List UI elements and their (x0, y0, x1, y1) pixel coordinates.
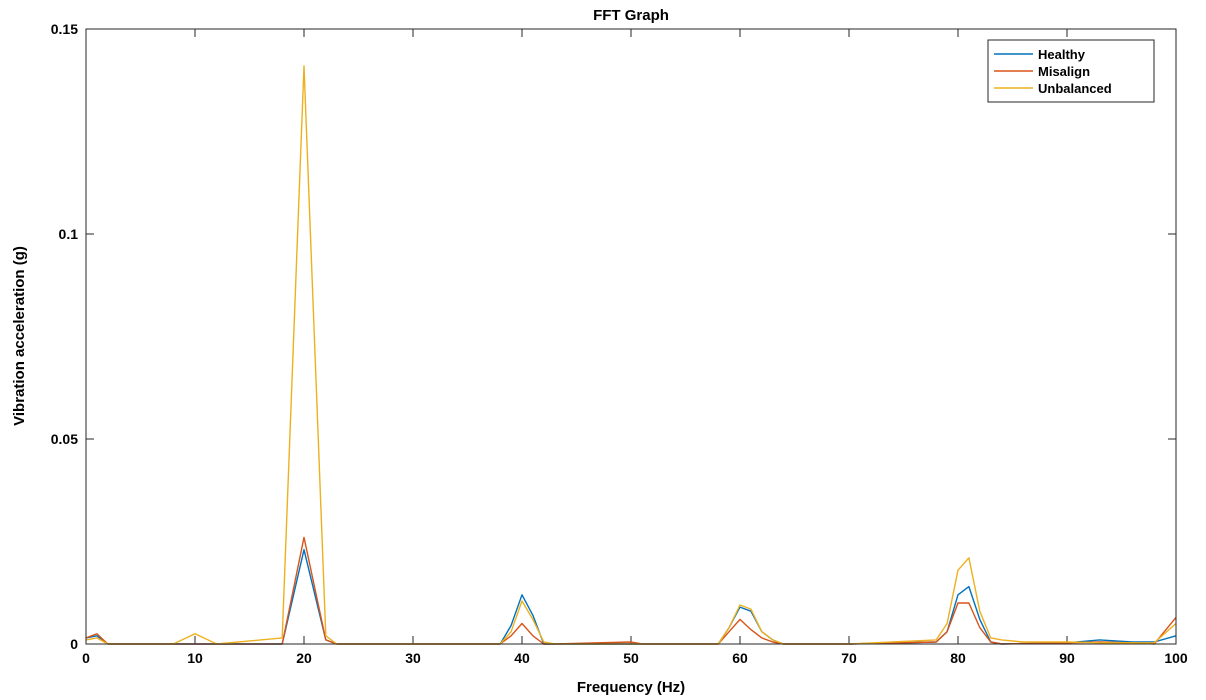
x-axis-label: Frequency (Hz) (577, 679, 685, 696)
y-tick-label: 0.15 (51, 21, 78, 37)
legend-label: Healthy (1038, 47, 1086, 62)
x-tick-label: 10 (187, 650, 203, 666)
x-tick-label: 100 (1164, 650, 1188, 666)
x-tick-label: 40 (514, 650, 530, 666)
axis-ticks: 0 10 20 30 40 50 60 70 80 90 100 0 0.05 0.1 0.15 (51, 21, 1188, 666)
x-tick-label: 90 (1059, 650, 1075, 666)
y-axis-label: Vibration acceleration (g) (11, 246, 28, 426)
x-tick-label: 20 (296, 650, 312, 666)
plot-background (86, 29, 1176, 644)
series-line-unbalanced (85, 65, 1177, 645)
x-tick-label: 70 (841, 650, 857, 666)
x-tick-label: 0 (82, 650, 90, 666)
x-tick-label: 30 (405, 650, 421, 666)
y-tick-label: 0.1 (59, 226, 79, 242)
plot-frame (85, 28, 1177, 645)
x-tick-label: 80 (950, 650, 966, 666)
y-tick-label: 0 (70, 636, 78, 652)
legend-label: Misalign (1038, 64, 1090, 79)
y-tick-label: 0.05 (51, 431, 78, 447)
x-tick-label: 50 (623, 650, 639, 666)
legend: Healthy Misalign Unbalanced (987, 39, 1155, 103)
legend-label: Unbalanced (1038, 81, 1112, 96)
chart-title: FFT Graph (593, 7, 669, 24)
x-tick-label: 60 (732, 650, 748, 666)
